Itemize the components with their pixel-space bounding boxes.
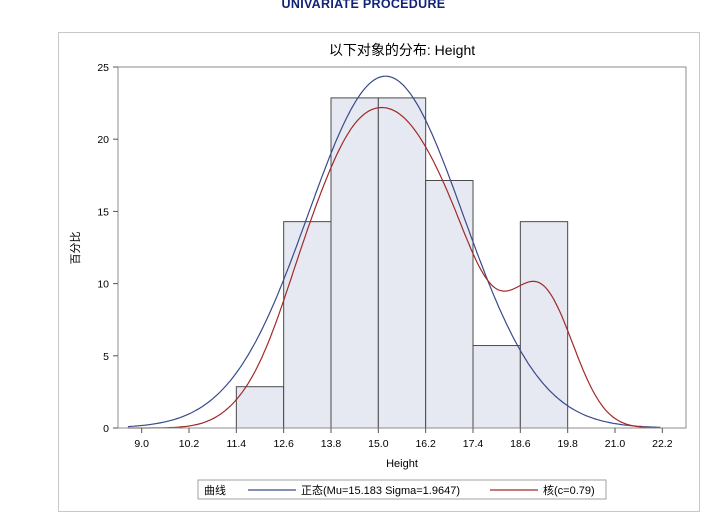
x-tick-label-2: 11.4 [226,438,246,450]
curve-kernel [127,106,661,429]
histogram-bar-2 [330,97,379,429]
histogram-bar-4 [425,179,474,429]
plot-area [117,66,687,429]
histogram-bar-6 [519,221,569,429]
legend-entry-kernel: 核(c=0.79) [543,483,595,497]
y-axis-label: 百分比 [69,232,82,265]
procedure-title: UNIVARIATE PROCEDURE [281,0,446,11]
x-tick-label-7: 17.4 [463,438,484,450]
x-tick-label-10: 21.0 [605,438,626,450]
curve-normal [127,75,661,428]
y-tick-label-3: 15 [97,206,109,218]
x-tick-label-6: 16.2 [415,438,436,450]
density-curves [127,75,661,429]
x-axis: 9.0 10.2 11.4 12.6 13.8 15.0 16.2 17.4 18.6 19.8 2… [134,428,673,450]
y-tick-label-2: 10 [97,279,109,291]
legend: 曲线 正态(Mu=15.183 Sigma=1.9647) 核(c=0.79) [197,479,607,500]
histogram-bar-0 [235,386,285,429]
x-tick-label-1: 10.2 [179,438,200,450]
x-tick-label-0: 9.0 [134,438,149,450]
chart-title: 以下对象的分布: Height [329,42,475,58]
x-tick-label-4: 13.8 [321,438,342,450]
y-tick-label-0: 0 [103,423,109,435]
y-tick-label-4: 20 [97,134,109,146]
x-tick-label-9: 19.8 [557,438,578,450]
histogram-bar-5 [472,345,521,429]
x-tick-label-5: 15.0 [368,438,389,450]
x-tick-label-3: 12.6 [273,438,294,450]
histogram-bar-1 [283,221,332,429]
x-axis-label: Height [386,458,418,470]
legend-box [197,479,607,500]
y-tick-label-1: 5 [103,351,109,363]
x-tick-label-8: 18.6 [510,438,531,450]
histogram-bars [235,97,569,429]
x-tick-label-11: 22.2 [652,438,673,450]
histogram-bar-3 [377,97,427,429]
y-axis: 0 5 10 15 20 25 [97,62,118,435]
legend-title: 曲线 [204,483,226,497]
y-tick-label-5: 25 [97,62,109,74]
legend-entry-normal: 正态(Mu=15.183 Sigma=1.9647) [301,484,460,497]
